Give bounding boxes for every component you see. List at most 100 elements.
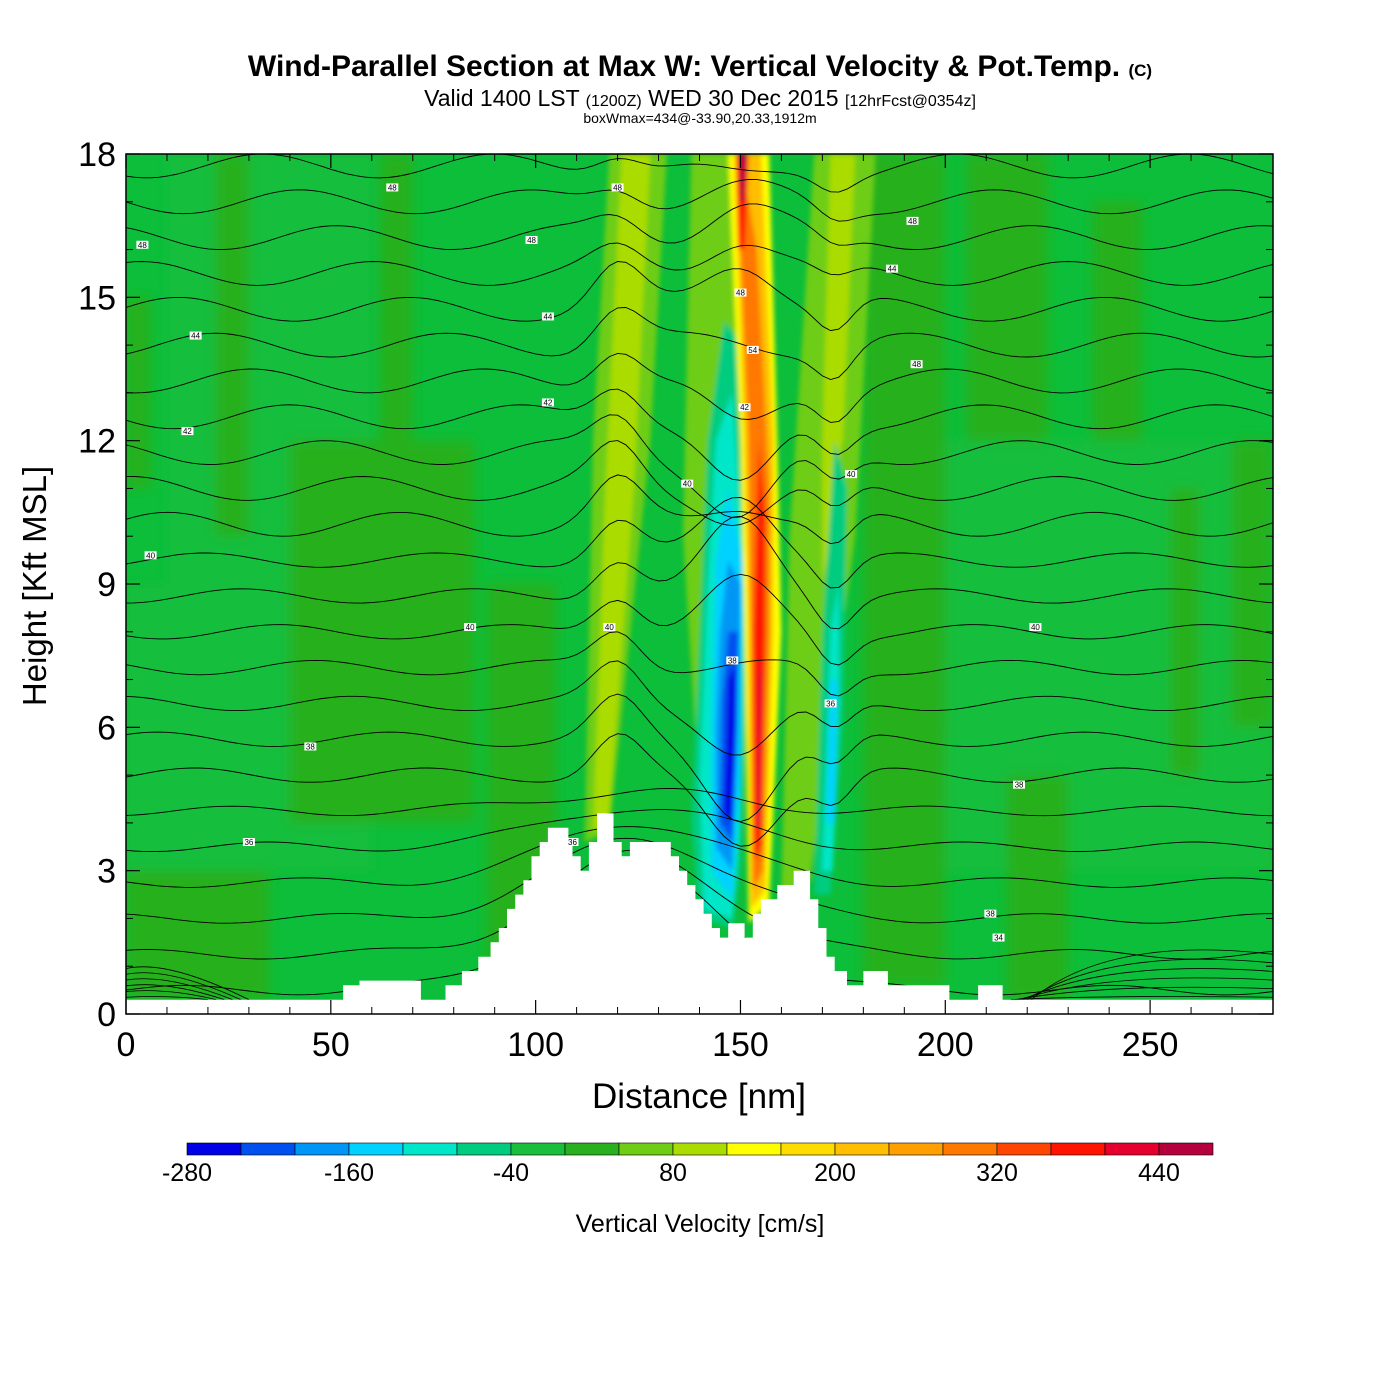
isentrope-label: 44: [886, 264, 899, 274]
isentrope-label-text: 42: [740, 403, 749, 412]
isentrope-line: [126, 388, 1273, 481]
box-wmax-line: boxWmax=434@-33.90,20.33,1912m: [583, 110, 817, 126]
isentrope-label: 42: [738, 403, 751, 412]
isentrope-label-box: [886, 264, 899, 273]
isentrope-line: [126, 242, 1273, 286]
isentrope-line: [126, 984, 225, 1001]
isentrope-label: 42: [541, 398, 554, 407]
isentrope-line: [126, 497, 1273, 589]
isentrope-label: 40: [464, 623, 477, 632]
isentrope-line: [1018, 977, 1273, 1001]
isentrope-label-text: 48: [138, 241, 147, 250]
isentrope-label-text: 38: [728, 656, 737, 665]
colorbar-swatch: [780, 1142, 836, 1156]
isentrope-label-text: 34: [994, 934, 1003, 943]
isentrope-label-text: 40: [146, 551, 155, 560]
velocity-plume: [826, 679, 837, 823]
isentrope-label-text: 42: [183, 427, 192, 436]
colorbar-swatch: [1158, 1142, 1214, 1156]
colorbar-swatch: [510, 1142, 566, 1156]
isentrope-line: [126, 474, 1273, 545]
contour-labels: 48 48 48 48 48 48 44 44 44 48 54 42 42 42 40 40 40 40 40 40…: [136, 183, 1042, 943]
isentrope-label: 36: [824, 699, 837, 708]
colorbar-swatch: [888, 1142, 944, 1156]
isentrope-label: 48: [910, 360, 923, 369]
isentrope-line: [126, 440, 1273, 527]
isentrope-line: [126, 178, 1273, 222]
field-patch: [1006, 775, 1069, 1000]
isentrope-label: 40: [1029, 623, 1042, 632]
isentrope-label: 48: [611, 183, 624, 192]
isentrope-label-box: [738, 403, 751, 412]
y-tick-label: 12: [78, 423, 116, 461]
colorbar-swatch: [942, 1142, 998, 1156]
isentrope-label-text: 48: [613, 183, 622, 192]
isentrope-line: [126, 809, 1273, 853]
terrain: [126, 813, 1273, 1014]
field-patch: [1170, 488, 1200, 776]
isentrope-line: [126, 203, 1273, 250]
isentrope-label-text: 48: [912, 360, 921, 369]
forecast-info: [12hrFcst@0354z]: [844, 93, 976, 110]
isentrope-label-text: 42: [543, 398, 552, 407]
y-tick-label: 6: [97, 709, 116, 747]
colorbar-swatch: [618, 1142, 674, 1156]
isentrope-label-text: 40: [847, 470, 856, 479]
isentrope-label: 40: [681, 479, 694, 489]
isentrope-label-box: [464, 623, 477, 631]
isentrope-line: [126, 996, 208, 1001]
colorbar-swatch: [996, 1142, 1052, 1156]
colorbar-label: Vertical Velocity [cm/s]: [576, 1210, 825, 1238]
colorbar-tick-label: 80: [659, 1159, 687, 1187]
valid-utc: (1200Z): [585, 93, 642, 110]
isentrope-line: [1022, 968, 1273, 1001]
isentrope-label: 40: [603, 623, 616, 632]
isentrope-label: 48: [734, 288, 747, 298]
velocity-plume: [830, 154, 856, 489]
y-tick-label: 0: [97, 996, 116, 1034]
isentrope-line: [126, 414, 1273, 519]
colorbar: -280 -160 -40 80 200 320 440: [162, 1142, 1214, 1187]
isentrope-label-box: [906, 216, 919, 225]
isentrope-line: [1014, 986, 1273, 1001]
y-tick-label: 3: [97, 853, 116, 891]
velocity-plume: [739, 154, 747, 202]
isentrope-line: [126, 966, 250, 1001]
isentrope-label: 48: [386, 183, 399, 192]
isentrope-label: 40: [845, 470, 858, 479]
colorbar-swatch: [672, 1142, 728, 1156]
isentrope-label: 36: [566, 838, 579, 847]
colorbar-swatch: [456, 1142, 512, 1156]
isentrope-label: 40: [144, 551, 157, 560]
x-tick-label: 100: [507, 1026, 564, 1064]
x-tick-label: 0: [117, 1026, 136, 1064]
isentrope-line: [1031, 949, 1273, 1000]
colorbar-swatch: [726, 1142, 782, 1156]
x-tick-label: 50: [312, 1026, 350, 1064]
colorbar-swatch: [240, 1142, 296, 1156]
isentrope-label: 34: [992, 933, 1005, 943]
isentrope-label-text: 48: [388, 183, 397, 192]
isentrope-label-box: [181, 427, 194, 436]
isentrope-label-text: 38: [306, 742, 315, 751]
y-tick-label: 18: [78, 136, 116, 174]
colorbar-swatch: [834, 1142, 890, 1156]
colorbar-tick-label: 320: [976, 1159, 1018, 1187]
x-axis-label: Distance [nm]: [592, 1077, 806, 1116]
isentrope-label-text: 54: [748, 346, 757, 355]
isentrope-label: 48: [906, 216, 919, 226]
x-tick-label: 150: [712, 1026, 769, 1064]
isentrope-label-box: [242, 838, 255, 846]
isentrope-label: 54: [746, 345, 759, 355]
valid-time: Valid 1400 LST: [424, 85, 580, 111]
isentrope-label-text: 48: [908, 217, 917, 226]
x-tick-label: 250: [1122, 1026, 1179, 1064]
field-patch: [965, 154, 1048, 441]
colorbar-swatch: [402, 1142, 458, 1156]
isentrope-label: 44: [189, 331, 202, 341]
valid-time-line: Valid 1400 LST (1200Z) WED 30 Dec 2015 […: [0, 85, 1400, 112]
isentrope-label: 36: [242, 838, 255, 847]
isentrope-label-box: [386, 183, 399, 192]
field-patch: [216, 154, 249, 537]
